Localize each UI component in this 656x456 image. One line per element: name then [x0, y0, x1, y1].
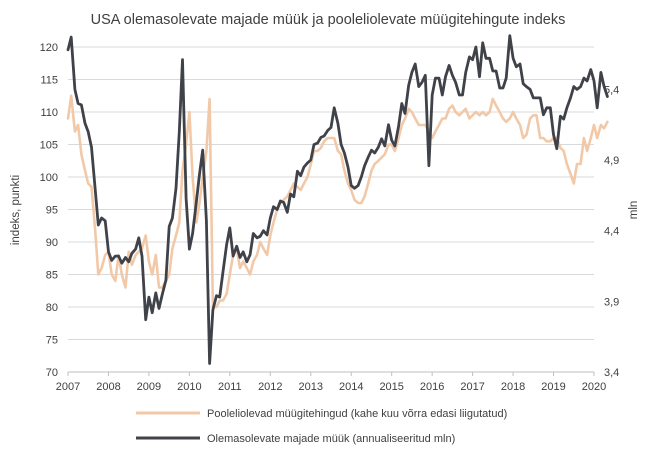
x-tick-label: 2011 — [218, 381, 242, 393]
x-tick-label: 2013 — [299, 381, 323, 393]
x-tick-label: 2008 — [96, 381, 120, 393]
x-tick-label: 2018 — [501, 381, 525, 393]
y-left-tick-label: 90 — [46, 237, 58, 249]
y-left-tick-label: 110 — [40, 107, 58, 119]
x-tick-label: 2007 — [56, 381, 80, 393]
y-left-tick-label: 115 — [40, 75, 58, 87]
legend: Pooleliolevad müügitehingud (kahe kuu võ… — [136, 408, 507, 445]
x-tick-label: 2009 — [137, 381, 161, 393]
y-left-tick-label: 80 — [46, 302, 58, 314]
y-left-tick-label: 95 — [46, 205, 58, 217]
y-left-tick-label: 105 — [40, 140, 58, 152]
series-lines — [66, 34, 609, 365]
x-tick-label: 2020 — [582, 381, 606, 393]
y-left-tick-label: 100 — [40, 172, 58, 184]
y-axis-left-ticks: 70 75 80 85 90 95 100 105 110 115 120 — [40, 42, 58, 379]
x-tick-label: 2012 — [258, 381, 282, 393]
y-left-tick-label: 75 — [46, 335, 58, 347]
x-tick-label: 2016 — [420, 381, 444, 393]
x-tick-label: 2010 — [177, 381, 201, 393]
y-axis-right-ticks: 3,43,94,44,95,4 — [604, 84, 619, 379]
x-tick-label: 2019 — [541, 381, 565, 393]
y-axis-right-label: mln — [628, 201, 640, 220]
x-tick-label: 2014 — [339, 381, 363, 393]
legend-label-pending: Pooleliolevad müügitehingud (kahe kuu võ… — [207, 408, 507, 420]
y-right-tick-label: 4,4 — [604, 226, 619, 238]
x-tick-label: 2015 — [379, 381, 403, 393]
y-left-tick-label: 85 — [46, 270, 58, 282]
series-line-existing-home-sales — [66, 34, 609, 365]
y-right-tick-label: 3,4 — [604, 367, 619, 379]
y-left-tick-label: 70 — [46, 367, 58, 379]
gridlines — [68, 46, 594, 340]
x-tick-label: 2017 — [460, 381, 484, 393]
y-right-tick-label: 4,9 — [604, 155, 619, 167]
y-left-tick-label: 120 — [40, 42, 58, 54]
y-right-tick-label: 3,9 — [604, 296, 619, 308]
x-axis-ticks: 2007 2008 2009 2010 2011 2012 2013 2014 2015 2016… — [56, 372, 606, 393]
series-line-pending-sales — [66, 94, 609, 309]
legend-label-sales: Olemasolevate majade müük (annualiseerit… — [207, 433, 455, 445]
y-axis-left-label: indeks, punkti — [10, 175, 22, 245]
chart-title: USA olemasolevate majade müük ja pooleli… — [91, 12, 566, 28]
